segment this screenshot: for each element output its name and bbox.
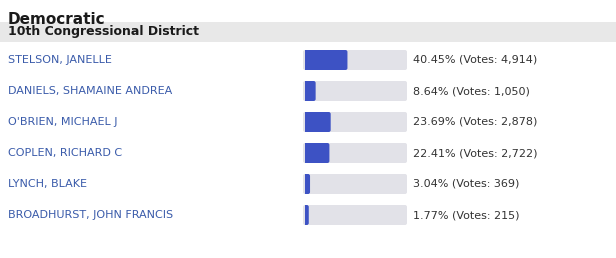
Text: 10th Congressional District: 10th Congressional District [8,26,199,38]
FancyBboxPatch shape [303,50,347,70]
Text: Democratic: Democratic [8,12,105,27]
FancyBboxPatch shape [303,112,407,132]
Text: LYNCH, BLAKE: LYNCH, BLAKE [8,179,87,189]
Text: O'BRIEN, MICHAEL J: O'BRIEN, MICHAEL J [8,117,118,127]
Text: COPLEN, RICHARD C: COPLEN, RICHARD C [8,148,122,158]
FancyBboxPatch shape [303,50,407,70]
Text: 3.04% (Votes: 369): 3.04% (Votes: 369) [413,179,519,189]
Text: STELSON, JANELLE: STELSON, JANELLE [8,55,112,65]
FancyBboxPatch shape [303,174,310,194]
FancyBboxPatch shape [303,174,407,194]
FancyBboxPatch shape [303,205,407,225]
FancyBboxPatch shape [303,112,331,132]
Bar [0,22,616,42]
FancyBboxPatch shape [303,205,309,225]
Text: DANIELS, SHAMAINE ANDREA: DANIELS, SHAMAINE ANDREA [8,86,172,96]
Text: 22.41% (Votes: 2,722): 22.41% (Votes: 2,722) [413,148,538,158]
Text: 23.69% (Votes: 2,878): 23.69% (Votes: 2,878) [413,117,537,127]
Text: BROADHURST, JOHN FRANCIS: BROADHURST, JOHN FRANCIS [8,210,173,220]
FancyBboxPatch shape [303,81,407,101]
FancyBboxPatch shape [303,81,315,101]
FancyBboxPatch shape [303,143,330,163]
FancyBboxPatch shape [303,143,407,163]
Text: 1.77% (Votes: 215): 1.77% (Votes: 215) [413,210,519,220]
Text: 40.45% (Votes: 4,914): 40.45% (Votes: 4,914) [413,55,537,65]
Text: 8.64% (Votes: 1,050): 8.64% (Votes: 1,050) [413,86,530,96]
